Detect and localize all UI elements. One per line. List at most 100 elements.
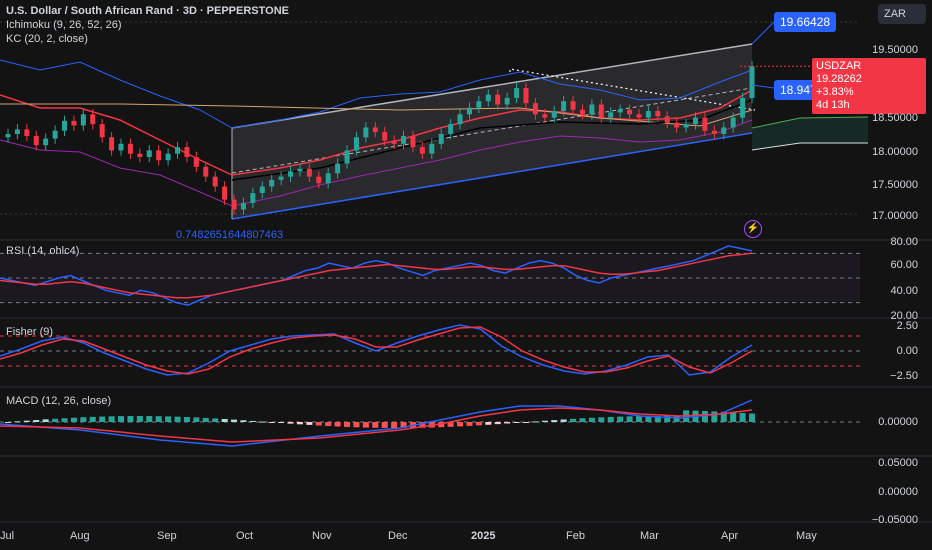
- macd-histogram-bar: [645, 416, 652, 422]
- macd-signal-line: [0, 407, 753, 443]
- candle-body: [561, 101, 567, 112]
- candle-body: [664, 116, 670, 123]
- fisher-line: [0, 324, 753, 376]
- candle-body: [14, 129, 20, 134]
- macd-histogram-bar: [118, 416, 125, 422]
- candle-body: [391, 140, 397, 144]
- candle-body: [175, 147, 181, 154]
- candle-body: [495, 94, 501, 105]
- candle-body: [410, 135, 416, 148]
- currency-button[interactable]: ZAR: [878, 4, 926, 24]
- macd-histogram-bar: [306, 422, 313, 425]
- channel-lower: [231, 132, 753, 220]
- candle-body: [325, 173, 331, 184]
- last-price-box: USDZAR 19.28262 +3.83% 4d 13h: [812, 58, 926, 114]
- candle-body: [608, 112, 614, 118]
- kc-upper: [0, 59, 753, 129]
- ichimoku-cloud: [752, 117, 868, 150]
- candle-body: [71, 120, 77, 126]
- candle-body: [335, 163, 341, 174]
- macd-histogram-bar: [155, 416, 162, 422]
- candle-body: [297, 168, 303, 172]
- candle-body: [419, 147, 425, 154]
- macd-histogram-bar: [579, 418, 586, 422]
- macd-histogram-bar: [33, 419, 40, 422]
- macd-histogram-bar: [174, 416, 181, 422]
- x-tick: Sep: [157, 530, 177, 542]
- macd-histogram-bar: [278, 422, 285, 423]
- candle-body: [212, 176, 218, 187]
- extra-tick: 0.00000: [878, 486, 918, 498]
- x-tick: May: [796, 530, 817, 542]
- macd-histogram-bar: [70, 417, 77, 422]
- ichimoku-label: Ichimoku (9, 26, 52, 26): [6, 19, 122, 31]
- macd-histogram-bar: [485, 422, 492, 425]
- candle-body: [382, 132, 388, 141]
- macd-histogram-bar: [127, 416, 134, 422]
- macd-histogram-bar: [108, 416, 115, 422]
- fisher-trigger-line: [0, 326, 753, 375]
- lightning-icon[interactable]: ⚡: [744, 220, 762, 238]
- macd-histogram-bar: [372, 422, 379, 428]
- macd-histogram-bar: [400, 422, 407, 428]
- macd-histogram-bar: [362, 422, 369, 428]
- macd-histogram-bar: [457, 422, 464, 427]
- macd-histogram-bar: [42, 419, 49, 422]
- candle-body: [702, 117, 708, 131]
- macd-histogram-bar: [344, 422, 351, 427]
- macd-histogram-bar: [522, 422, 529, 423]
- candle-body: [5, 134, 11, 138]
- candle-body: [203, 166, 209, 177]
- candle-body: [532, 103, 538, 115]
- macd-histogram-bar: [61, 418, 68, 422]
- macd-histogram-bar: [626, 416, 633, 422]
- rsi-label: RSI (14, ohlc4): [6, 245, 80, 257]
- macd-histogram-bar: [475, 422, 482, 426]
- macd-histogram-bar: [635, 416, 642, 422]
- macd-histogram-bar: [570, 418, 577, 422]
- macd-histogram-bar: [532, 421, 539, 423]
- x-tick: Jul: [0, 530, 15, 542]
- candle-body: [721, 127, 727, 134]
- macd-histogram-bar: [334, 422, 341, 427]
- candle-body: [90, 114, 96, 125]
- extra-tick: −0.05000: [871, 514, 918, 526]
- price-tick: 18.50000: [872, 112, 918, 124]
- candle-body: [127, 143, 133, 154]
- price-tick: 17.50000: [872, 179, 918, 191]
- ichimoku-span-a: [751, 116, 869, 129]
- candle-body: [33, 135, 39, 146]
- candle-body: [363, 127, 369, 138]
- rsi-tick: 60.00: [890, 259, 918, 271]
- candle-body: [711, 130, 717, 134]
- macd-label: MACD (12, 26, close): [6, 395, 112, 407]
- macd-histogram-bar: [221, 419, 228, 422]
- chart-title: U.S. Dollar / South African Rand · 3D · …: [6, 5, 289, 17]
- macd-histogram-bar: [711, 411, 718, 422]
- candle-body: [250, 193, 256, 203]
- candle-body: [598, 104, 604, 118]
- rsi-tick: 80.00: [890, 236, 918, 248]
- candle-body: [62, 120, 68, 131]
- candle-body: [514, 88, 520, 98]
- macd-histogram-bar: [673, 416, 680, 422]
- candle-body: [485, 94, 491, 102]
- macd-histogram-bar: [541, 420, 548, 422]
- x-tick: Nov: [312, 530, 332, 542]
- candle-body: [617, 109, 623, 113]
- candle-body: [523, 88, 529, 104]
- last-price: 19.28262: [816, 73, 862, 85]
- macd-histogram-bar: [391, 422, 398, 428]
- kc-lower: [0, 119, 753, 207]
- candle-body: [551, 111, 557, 118]
- extra-tick: 0.05000: [878, 457, 918, 469]
- macd-histogram-bar: [654, 416, 661, 422]
- candle-body: [749, 66, 755, 98]
- rsi-signal-line: [0, 252, 753, 299]
- price-tick: 17.00000: [872, 210, 918, 222]
- macd-histogram-bar: [419, 422, 426, 428]
- macd-tick: 0.00000: [878, 416, 918, 428]
- candle-body: [156, 150, 162, 161]
- macd-histogram-bar: [287, 422, 294, 424]
